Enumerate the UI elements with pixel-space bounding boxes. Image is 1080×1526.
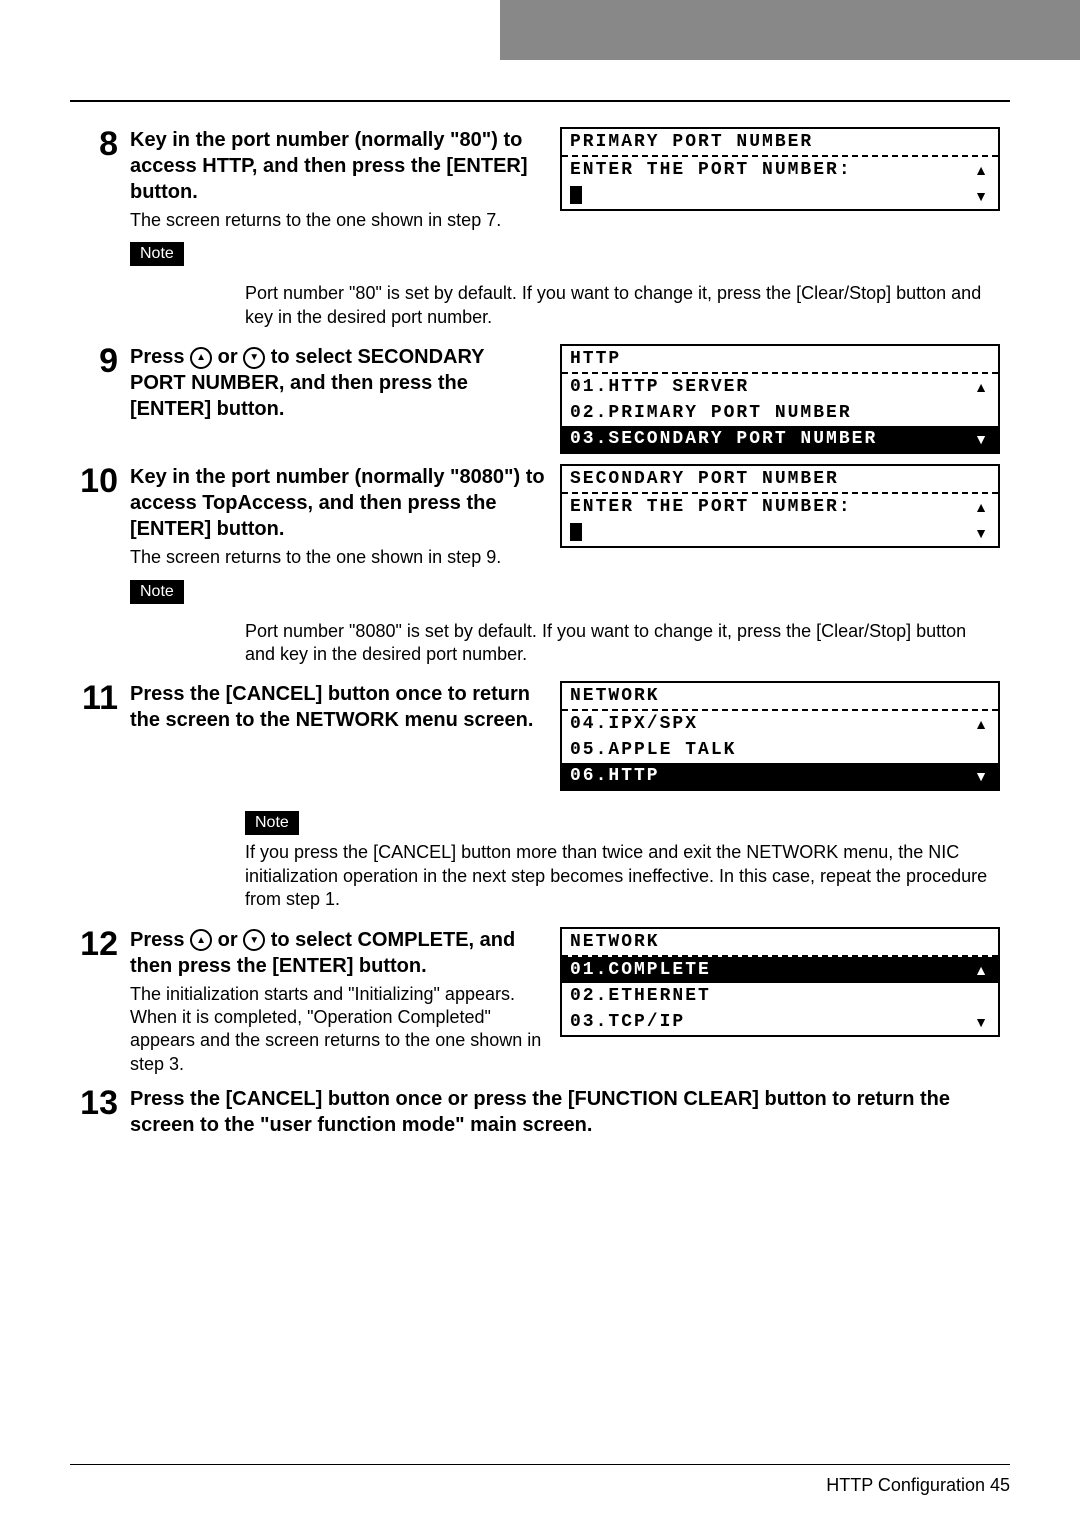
- step-heading: Press the [CANCEL] button once to return…: [130, 681, 545, 733]
- down-arrow-icon: ▼: [974, 188, 990, 204]
- step-number: 9: [70, 344, 130, 378]
- lcd-row: 02.PRIMARY PORT NUMBER: [562, 400, 998, 426]
- up-arrow-icon: ▲: [974, 499, 990, 515]
- lcd-row: ENTER THE PORT NUMBER: ▲: [562, 494, 998, 520]
- step-10: 10 Key in the port number (normally "808…: [70, 464, 1010, 609]
- lcd-title: NETWORK: [562, 683, 998, 711]
- lcd-row-selected: 01.COMPLETE ▲: [562, 957, 998, 983]
- top-rule: [70, 100, 1010, 102]
- note-text: Port number "80" is set by default. If y…: [245, 282, 990, 329]
- heading-text: Press: [130, 929, 190, 951]
- lcd-row: 05.APPLE TALK: [562, 737, 998, 763]
- step-number: 11: [70, 681, 130, 715]
- down-button-icon: ▼: [243, 347, 265, 369]
- lcd-text: 02.PRIMARY PORT NUMBER: [570, 403, 852, 423]
- up-arrow-icon: ▲: [974, 962, 990, 978]
- step-description: The screen returns to the one shown in s…: [130, 546, 545, 569]
- lcd-text: 01.COMPLETE: [570, 960, 711, 980]
- step-13: 13 Press the [CANCEL] button once or pre…: [70, 1086, 1010, 1138]
- lcd-text: 03.SECONDARY PORT NUMBER: [570, 429, 877, 449]
- step-8: 8 Key in the port number (normally "80")…: [70, 127, 1010, 272]
- up-arrow-icon: ▲: [974, 162, 990, 178]
- heading-text: or: [212, 929, 243, 951]
- footer-text: HTTP Configuration 45: [70, 1475, 1010, 1496]
- lcd-text: 06.HTTP: [570, 766, 660, 786]
- lcd-row: ▼: [562, 183, 998, 209]
- note-block: Port number "80" is set by default. If y…: [245, 282, 990, 329]
- step-number: 12: [70, 927, 130, 961]
- heading-text: or: [212, 346, 243, 368]
- lcd-row: 02.ETHERNET: [562, 983, 998, 1009]
- lcd-text: 02.ETHERNET: [570, 986, 711, 1006]
- step-number: 13: [70, 1086, 130, 1120]
- lcd-cursor: [570, 186, 582, 206]
- lcd-primary-port: PRIMARY PORT NUMBER ENTER THE PORT NUMBE…: [560, 127, 1000, 211]
- step-9: 9 Press ▲ or ▼ to select SECONDARY PORT …: [70, 344, 1010, 454]
- note-block: Port number "8080" is set by default. If…: [245, 620, 990, 667]
- lcd-network-complete: NETWORK 01.COMPLETE ▲ 02.ETHERNET 03.TCP…: [560, 927, 1000, 1037]
- lcd-row: 03.TCP/IP ▼: [562, 1009, 998, 1035]
- lcd-text: 03.TCP/IP: [570, 1012, 685, 1032]
- lcd-text: 05.APPLE TALK: [570, 740, 736, 760]
- lcd-row: 04.IPX/SPX ▲: [562, 711, 998, 737]
- step-heading: Press ▲ or ▼ to select COMPLETE, and the…: [130, 927, 545, 979]
- down-arrow-icon: ▼: [974, 525, 990, 541]
- lcd-title: NETWORK: [562, 929, 998, 957]
- note-label: Note: [245, 811, 299, 835]
- lcd-text: 04.IPX/SPX: [570, 714, 698, 734]
- note-label: Note: [130, 242, 184, 266]
- step-heading: Press ▲ or ▼ to select SECONDARY PORT NU…: [130, 344, 545, 422]
- up-button-icon: ▲: [190, 929, 212, 951]
- heading-text: Press: [130, 346, 190, 368]
- lcd-http: HTTP 01.HTTP SERVER ▲ 02.PRIMARY PORT NU…: [560, 344, 1000, 454]
- step-description: The screen returns to the one shown in s…: [130, 209, 545, 232]
- page-content: 8 Key in the port number (normally "80")…: [70, 100, 1010, 1148]
- lcd-cursor: [570, 523, 582, 543]
- note-text: If you press the [CANCEL] button more th…: [245, 841, 990, 911]
- step-number: 8: [70, 127, 130, 161]
- up-arrow-icon: ▲: [974, 716, 990, 732]
- down-arrow-icon: ▼: [974, 431, 990, 447]
- step-12: 12 Press ▲ or ▼ to select COMPLETE, and …: [70, 927, 1010, 1077]
- lcd-network: NETWORK 04.IPX/SPX ▲ 05.APPLE TALK 06.HT…: [560, 681, 1000, 791]
- note-label: Note: [130, 580, 184, 604]
- step-heading: Key in the port number (normally "80") t…: [130, 127, 545, 205]
- lcd-text: 01.HTTP SERVER: [570, 377, 749, 397]
- page-footer: HTTP Configuration 45: [70, 1464, 1010, 1496]
- note-text: Port number "8080" is set by default. If…: [245, 620, 990, 667]
- step-number: 10: [70, 464, 130, 498]
- header-gray-bar: [500, 0, 1080, 60]
- lcd-title: SECONDARY PORT NUMBER: [562, 466, 998, 494]
- lcd-row: ENTER THE PORT NUMBER: ▲: [562, 157, 998, 183]
- lcd-text: ENTER THE PORT NUMBER:: [570, 497, 852, 517]
- step-heading: Press the [CANCEL] button once or press …: [130, 1086, 1010, 1138]
- lcd-title: HTTP: [562, 346, 998, 374]
- lcd-text: ENTER THE PORT NUMBER:: [570, 160, 852, 180]
- lcd-title: PRIMARY PORT NUMBER: [562, 129, 998, 157]
- lcd-row-selected: 06.HTTP ▼: [562, 763, 998, 789]
- note-block: Note If you press the [CANCEL] button mo…: [245, 801, 990, 911]
- lcd-row: 01.HTTP SERVER ▲: [562, 374, 998, 400]
- down-arrow-icon: ▼: [974, 768, 990, 784]
- bottom-rule: [70, 1464, 1010, 1465]
- lcd-row-selected: 03.SECONDARY PORT NUMBER ▼: [562, 426, 998, 452]
- down-button-icon: ▼: [243, 929, 265, 951]
- step-heading: Key in the port number (normally "8080")…: [130, 464, 545, 542]
- up-button-icon: ▲: [190, 347, 212, 369]
- lcd-secondary-port: SECONDARY PORT NUMBER ENTER THE PORT NUM…: [560, 464, 1000, 548]
- up-arrow-icon: ▲: [974, 379, 990, 395]
- down-arrow-icon: ▼: [974, 1014, 990, 1030]
- lcd-row: ▼: [562, 520, 998, 546]
- step-description: The initialization starts and "Initializ…: [130, 983, 545, 1077]
- step-11: 11 Press the [CANCEL] button once to ret…: [70, 681, 1010, 791]
